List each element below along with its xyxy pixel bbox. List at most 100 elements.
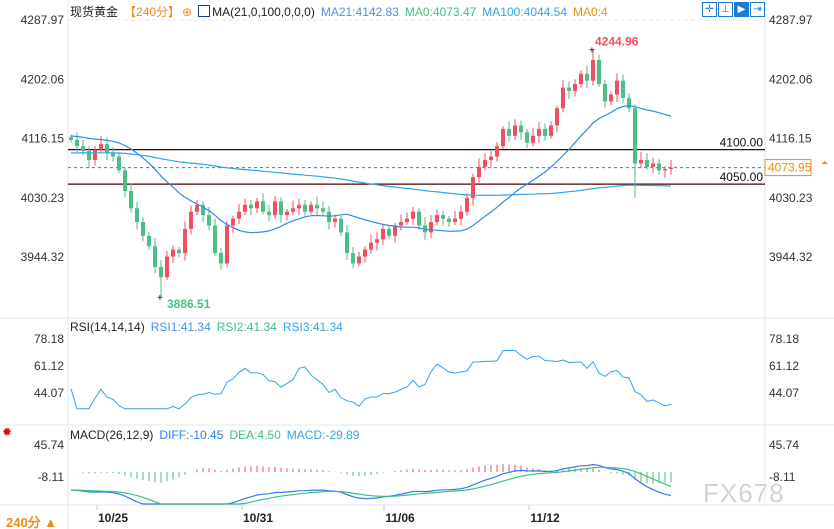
candle-body bbox=[363, 249, 367, 257]
candle-body bbox=[519, 125, 523, 133]
ma-indicator[interactable]: MA(21,0,100,0,0,0) bbox=[212, 5, 315, 19]
price-axis-label-left: 4030.23 bbox=[21, 191, 65, 205]
crosshair-icon[interactable]: ✛ bbox=[702, 2, 717, 17]
rsi-axis-label-left: 44.07 bbox=[34, 386, 64, 400]
candle-body bbox=[153, 246, 157, 267]
ma100-line bbox=[70, 152, 672, 196]
ma0-value: MA0:4073.47 bbox=[404, 5, 477, 19]
price-axis-label-right: 4116.15 bbox=[769, 132, 812, 146]
add-indicator-icon[interactable]: ⊕ bbox=[182, 5, 193, 19]
candle-body bbox=[579, 73, 583, 85]
candle-body bbox=[669, 167, 673, 169]
candle-body bbox=[471, 177, 475, 198]
symbol-name: 现货黄金 bbox=[70, 5, 119, 19]
candle-body bbox=[171, 249, 175, 257]
candle-body bbox=[357, 256, 361, 264]
candle-body bbox=[129, 191, 133, 209]
candle-body bbox=[93, 149, 97, 160]
candle-body bbox=[279, 201, 283, 216]
candle-body bbox=[273, 201, 277, 216]
macd-axis-label-right: -8.11 bbox=[769, 470, 796, 484]
candle-body bbox=[351, 253, 355, 264]
candle-body bbox=[441, 215, 445, 219]
candle-body bbox=[195, 204, 199, 212]
rsi-line bbox=[70, 350, 672, 410]
settings-icon[interactable]: ✹ bbox=[2, 425, 13, 439]
candle-body bbox=[207, 215, 211, 226]
ma-indicator-icon[interactable] bbox=[198, 5, 211, 17]
candle-body bbox=[597, 59, 601, 85]
candle-body bbox=[603, 84, 607, 102]
rsi-axis-label-right: 61.12 bbox=[769, 359, 799, 373]
candle-body bbox=[639, 159, 643, 164]
candle-body bbox=[165, 256, 169, 278]
ma21-line bbox=[70, 104, 672, 234]
candle-body bbox=[627, 97, 631, 109]
date-label: 11/06 bbox=[385, 511, 415, 525]
candle-body bbox=[621, 80, 625, 98]
candle-body bbox=[141, 222, 145, 236]
rsi-axis-label-right: 78.18 bbox=[769, 332, 799, 346]
price-axis-label-right: 3944.32 bbox=[769, 250, 813, 264]
candle-body bbox=[549, 125, 553, 136]
rsi-axis-label-left: 78.18 bbox=[34, 332, 64, 346]
candle-body bbox=[591, 59, 595, 81]
candle-body bbox=[513, 125, 517, 136]
high-annotation: 4244.96 bbox=[595, 35, 639, 49]
exit-range-icon[interactable]: ⇥ bbox=[750, 2, 765, 17]
candle-body bbox=[135, 208, 139, 223]
period-button[interactable]: 240分 ▲ bbox=[6, 515, 58, 529]
candle-body bbox=[501, 128, 505, 147]
horizontal-line-label-upper: 4100.00 bbox=[720, 136, 764, 150]
candle-body bbox=[615, 80, 619, 95]
current-price-label: 4073.95 bbox=[768, 161, 812, 175]
candle-body bbox=[345, 232, 349, 254]
candle-body bbox=[255, 201, 259, 209]
low-marker: + bbox=[157, 293, 163, 304]
dea-value: DEA:4.50 bbox=[229, 428, 281, 442]
candle-body bbox=[663, 168, 667, 171]
candle-body bbox=[525, 132, 529, 143]
candle-body bbox=[309, 204, 313, 212]
candle-body bbox=[459, 211, 463, 219]
diff-value: DIFF:-10.45 bbox=[159, 428, 224, 442]
rsi-axis-label-left: 61.12 bbox=[34, 359, 64, 373]
candle-body bbox=[201, 204, 205, 216]
watermark: FX678 bbox=[703, 478, 785, 508]
candle-body bbox=[219, 253, 223, 264]
candle-body bbox=[243, 204, 247, 212]
date-label: 10/25 bbox=[98, 511, 128, 525]
candle-body bbox=[393, 225, 397, 236]
candle-body bbox=[633, 108, 637, 164]
candle-body bbox=[75, 139, 79, 147]
candle-body bbox=[225, 225, 229, 264]
candle-body bbox=[99, 144, 103, 150]
current-price-box bbox=[764, 159, 812, 177]
macd-axis-label-left: -8.11 bbox=[38, 470, 65, 484]
price-axis-label-right: 4030.23 bbox=[769, 191, 813, 205]
candle-body bbox=[453, 218, 457, 223]
candle-body bbox=[327, 211, 331, 223]
rsi-axis-label-right: 44.07 bbox=[769, 386, 799, 400]
rsi-title: RSI(14,14,14) bbox=[70, 320, 145, 334]
candle-body bbox=[183, 228, 187, 254]
candle-body bbox=[177, 249, 181, 254]
price-axis-label-left: 4287.97 bbox=[21, 13, 65, 27]
date-label: 10/31 bbox=[243, 511, 273, 525]
candle-body bbox=[291, 208, 295, 212]
rsi-legend: RSI(14,14,14) RSI1:41.34 RSI2:41.34 RSI3:41… bbox=[70, 320, 349, 334]
play-range-icon[interactable]: ▶ bbox=[734, 2, 749, 17]
candle-body bbox=[213, 225, 217, 254]
candle-body bbox=[231, 218, 235, 226]
candle-body bbox=[369, 242, 373, 250]
candle-body bbox=[69, 137, 73, 140]
high-marker: + bbox=[589, 46, 595, 57]
dea-line bbox=[70, 466, 672, 505]
main-legend: 现货黄金 【240分】 ⊕ MA(21,0,100,0,0,0) MA21:4142.8… bbox=[70, 3, 614, 20]
horizontal-line-label-lower: 4050.00 bbox=[720, 170, 764, 184]
vertical-range-icon[interactable]: ⊥ bbox=[718, 2, 733, 17]
candle-body bbox=[435, 215, 439, 223]
candle-body bbox=[387, 228, 391, 236]
